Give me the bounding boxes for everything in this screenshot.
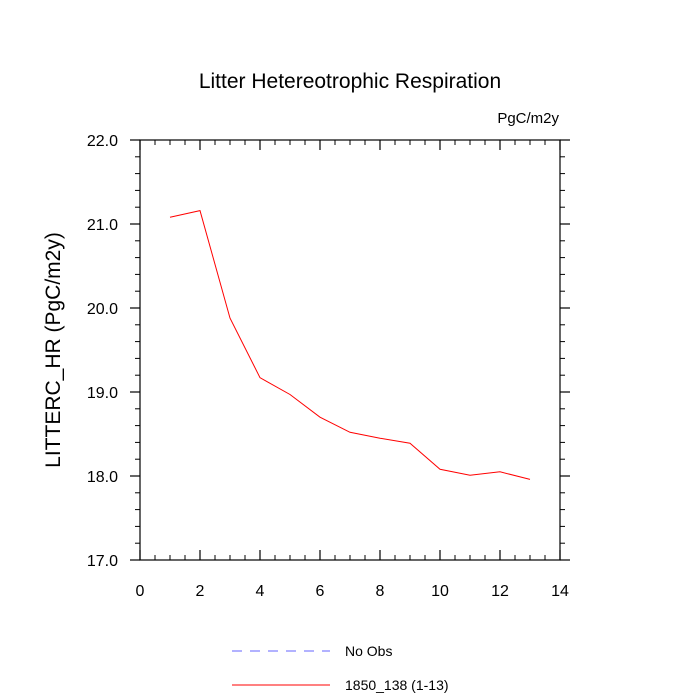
x-tick-label: 14 [551, 583, 569, 600]
x-tick-label: 0 [136, 583, 145, 600]
series-layer [169, 210, 531, 480]
y-tick-label: 17.0 [87, 553, 118, 570]
x-tick-label: 12 [491, 583, 509, 600]
units-label: PgC/m2y [497, 110, 559, 127]
y-axis-label: LITTERC_HR (PgC/m2y) [42, 232, 65, 468]
y-tick-label: 19.0 [87, 385, 118, 402]
y-tick-label: 21.0 [87, 217, 118, 234]
x-tick-label: 8 [376, 583, 385, 600]
x-tick-label: 6 [316, 583, 325, 600]
axis-ticks: 0 2 4 6 8 10 12 14 17.0 18.0 19.0 20.0 21.0 22.0 [87, 133, 570, 600]
series-line-1850-138 [169, 210, 531, 480]
x-tick-label: 2 [196, 583, 205, 600]
x-tick-label: 4 [256, 583, 265, 600]
y-tick-label: 22.0 [87, 133, 118, 150]
legend: No Obs 1850_138 (1-13) [232, 643, 449, 693]
y-tick-label: 18.0 [87, 469, 118, 486]
y-tick-label: 20.0 [87, 301, 118, 318]
legend-label-no-obs: No Obs [345, 643, 392, 659]
legend-label-1850-138: 1850_138 (1-13) [345, 677, 449, 693]
chart-title: Litter Hetereotrophic Respiration [199, 70, 501, 93]
plot-frame [139, 139, 561, 561]
x-tick-label: 10 [431, 583, 449, 600]
